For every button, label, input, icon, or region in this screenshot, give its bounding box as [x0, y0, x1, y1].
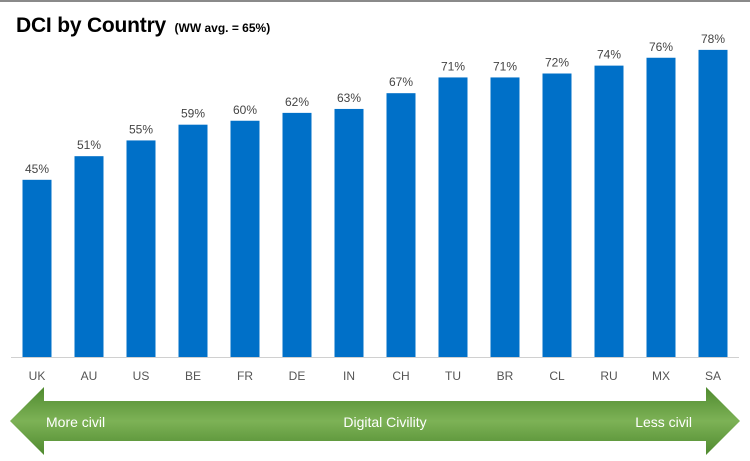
data-label-au: 51% — [77, 138, 101, 152]
data-label-ru: 74% — [597, 48, 621, 62]
double-arrow-shape — [10, 387, 740, 455]
x-tick-in: IN — [343, 369, 355, 383]
top-rule — [0, 0, 750, 2]
data-labels-group: 45% 51% 55% 59% 60% 62% 63% 67% 71% 71% 72% 74% 76% 7… — [25, 32, 725, 176]
more-civil-label: More civil — [46, 414, 106, 430]
x-tick-sa: SA — [705, 369, 721, 383]
data-label-ch: 67% — [389, 75, 413, 89]
bar-sa — [698, 49, 728, 357]
bar-au — [74, 156, 104, 357]
data-label-in: 63% — [337, 91, 361, 105]
bar-us — [126, 140, 156, 357]
data-label-br: 71% — [493, 59, 517, 73]
data-label-fr: 60% — [233, 103, 257, 117]
x-tick-au: AU — [81, 369, 98, 383]
bar-mx — [646, 57, 676, 357]
x-tick-ru: RU — [600, 369, 617, 383]
data-label-us: 55% — [129, 122, 153, 136]
bar-cl — [542, 73, 572, 357]
x-tick-be: BE — [185, 369, 201, 383]
x-tick-labels-group: UK AU US BE FR DE IN CH TU BR CL RU MX SA — [29, 369, 721, 383]
bar-br — [490, 77, 520, 357]
bar-chart: 45% 51% 55% 59% 60% 62% 63% 67% 71% 71% 72% 74% 76% 7… — [11, 32, 739, 383]
x-tick-mx: MX — [652, 369, 670, 383]
x-tick-br: BR — [497, 369, 514, 383]
less-civil-label: Less civil — [635, 414, 692, 430]
bar-tu — [438, 77, 468, 357]
data-label-mx: 76% — [649, 40, 673, 54]
x-tick-de: DE — [289, 369, 306, 383]
data-label-be: 59% — [181, 107, 205, 121]
x-tick-us: US — [133, 369, 150, 383]
bar-be — [178, 124, 208, 357]
bar-ru — [594, 65, 624, 357]
x-tick-ch: CH — [392, 369, 409, 383]
data-label-cl: 72% — [545, 56, 569, 70]
x-tick-fr: FR — [237, 369, 253, 383]
bars-group — [22, 49, 728, 357]
bar-fr — [230, 120, 260, 357]
digital-civility-scale — [0, 386, 750, 456]
data-label-tu: 71% — [441, 59, 465, 73]
chart-title: DCI by Country (WW avg. = 65%) — [16, 14, 270, 38]
bar-de — [282, 112, 312, 357]
digital-civility-label: Digital Civility — [343, 414, 427, 430]
data-label-de: 62% — [285, 95, 309, 109]
data-label-uk: 45% — [25, 162, 49, 176]
bar-uk — [22, 179, 52, 357]
data-label-sa: 78% — [701, 32, 725, 46]
x-tick-tu: TU — [445, 369, 461, 383]
chart-subtitle: (WW avg. = 65%) — [174, 21, 271, 35]
x-tick-uk: UK — [29, 369, 46, 383]
double-arrow-graphic — [10, 387, 740, 455]
bar-in — [334, 108, 364, 357]
chart-title-text: DCI by Country — [16, 14, 167, 37]
bar-ch — [386, 93, 416, 357]
x-tick-cl: CL — [549, 369, 565, 383]
